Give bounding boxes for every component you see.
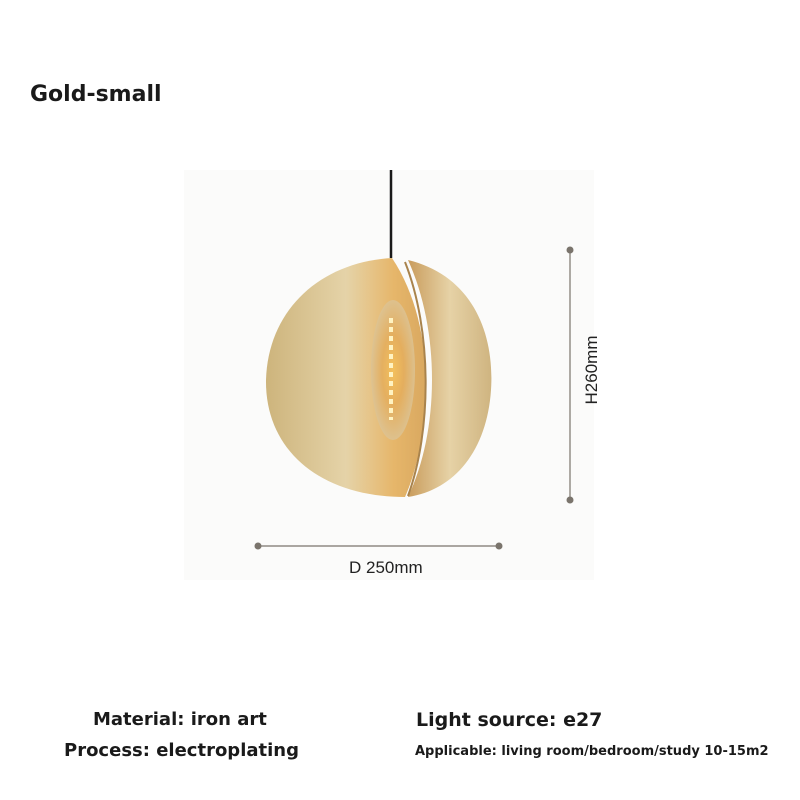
diameter-label: D 250mm bbox=[349, 558, 423, 577]
lamp-right-shell bbox=[408, 260, 492, 497]
light-source-spec: Light source: e27 bbox=[416, 709, 603, 731]
product-variant-title: Gold-small bbox=[30, 82, 162, 107]
diameter-dimension-line bbox=[254, 542, 503, 550]
bulb-glow bbox=[371, 300, 415, 440]
height-label: H260mm bbox=[582, 335, 601, 405]
material-spec: Material: iron art bbox=[93, 709, 267, 730]
applicable-spec: Applicable: living room/bedroom/study 10… bbox=[415, 744, 769, 759]
process-spec: Process: electroplating bbox=[64, 740, 299, 761]
height-dimension-line bbox=[566, 246, 574, 504]
